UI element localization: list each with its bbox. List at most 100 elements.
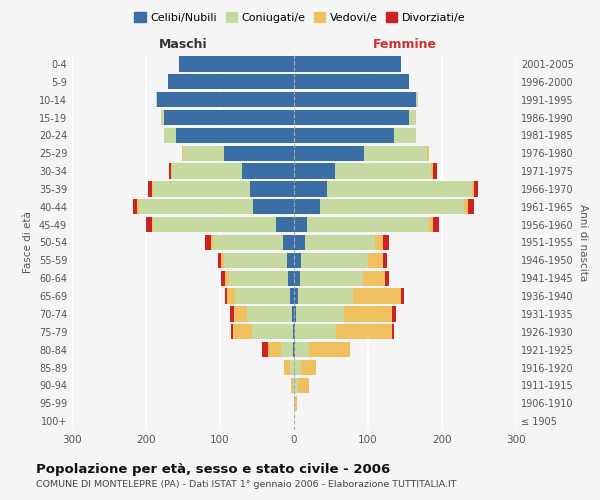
Bar: [307, 217, 430, 232]
Bar: [433, 164, 437, 178]
Bar: [172, 164, 242, 178]
Bar: [224, 253, 287, 268]
Bar: [363, 270, 385, 286]
Bar: [281, 342, 293, 357]
Bar: [385, 270, 389, 286]
Bar: [284, 360, 290, 375]
Bar: [416, 92, 418, 107]
Bar: [392, 306, 396, 322]
Bar: [221, 253, 224, 268]
Bar: [294, 110, 409, 125]
Bar: [294, 182, 328, 196]
Bar: [288, 270, 294, 286]
Bar: [301, 360, 316, 375]
Bar: [231, 324, 233, 340]
Bar: [155, 92, 157, 107]
Bar: [353, 288, 401, 304]
Bar: [464, 199, 468, 214]
Bar: [294, 164, 335, 178]
Bar: [298, 378, 309, 393]
Bar: [294, 306, 296, 322]
Bar: [227, 288, 235, 304]
Bar: [225, 270, 229, 286]
Bar: [294, 342, 295, 357]
Bar: [294, 128, 394, 143]
Bar: [427, 146, 428, 161]
Bar: [148, 182, 152, 196]
Bar: [383, 235, 389, 250]
Legend: Celibi/Nubili, Coniugati/e, Vedovi/e, Divorziati/e: Celibi/Nubili, Coniugati/e, Vedovi/e, Di…: [130, 8, 470, 28]
Bar: [242, 164, 294, 178]
Bar: [368, 253, 383, 268]
Bar: [133, 199, 137, 214]
Bar: [336, 324, 392, 340]
Text: Maschi: Maschi: [158, 38, 208, 52]
Bar: [298, 288, 353, 304]
Bar: [154, 182, 250, 196]
Bar: [383, 253, 386, 268]
Bar: [253, 199, 294, 214]
Bar: [376, 235, 383, 250]
Bar: [294, 396, 295, 411]
Bar: [294, 74, 409, 90]
Bar: [295, 324, 336, 340]
Bar: [235, 288, 290, 304]
Bar: [292, 306, 294, 322]
Bar: [146, 217, 152, 232]
Bar: [182, 146, 183, 161]
Bar: [152, 217, 154, 232]
Bar: [212, 235, 283, 250]
Bar: [247, 306, 292, 322]
Bar: [394, 128, 416, 143]
Bar: [294, 56, 401, 72]
Bar: [168, 74, 294, 90]
Y-axis label: Anni di nascita: Anni di nascita: [578, 204, 587, 281]
Bar: [409, 110, 416, 125]
Bar: [293, 378, 294, 393]
Bar: [225, 288, 227, 304]
Bar: [283, 235, 294, 250]
Bar: [364, 146, 427, 161]
Text: Popolazione per età, sesso e stato civile - 2006: Popolazione per età, sesso e stato civil…: [36, 462, 390, 475]
Bar: [294, 92, 416, 107]
Bar: [252, 324, 293, 340]
Bar: [229, 270, 288, 286]
Bar: [250, 182, 294, 196]
Bar: [230, 306, 234, 322]
Bar: [290, 288, 294, 304]
Bar: [294, 378, 298, 393]
Bar: [300, 270, 363, 286]
Bar: [468, 199, 474, 214]
Bar: [309, 342, 349, 357]
Bar: [154, 217, 275, 232]
Bar: [430, 217, 433, 232]
Bar: [294, 288, 298, 304]
Bar: [211, 235, 212, 250]
Bar: [296, 306, 344, 322]
Bar: [183, 146, 224, 161]
Bar: [291, 378, 293, 393]
Bar: [137, 199, 139, 214]
Bar: [472, 182, 474, 196]
Bar: [295, 342, 309, 357]
Bar: [431, 164, 433, 178]
Bar: [301, 253, 368, 268]
Bar: [171, 164, 172, 178]
Bar: [344, 306, 392, 322]
Bar: [205, 235, 211, 250]
Bar: [161, 110, 164, 125]
Bar: [433, 217, 439, 232]
Bar: [234, 306, 247, 322]
Bar: [392, 324, 394, 340]
Bar: [218, 253, 221, 268]
Bar: [295, 396, 297, 411]
Bar: [294, 360, 301, 375]
Bar: [474, 182, 478, 196]
Bar: [164, 128, 176, 143]
Text: COMUNE DI MONTELEPRE (PA) - Dati ISTAT 1° gennaio 2006 - Elaborazione TUTTITALIA: COMUNE DI MONTELEPRE (PA) - Dati ISTAT 1…: [36, 480, 457, 489]
Y-axis label: Fasce di età: Fasce di età: [23, 212, 33, 274]
Bar: [224, 146, 294, 161]
Bar: [294, 217, 307, 232]
Bar: [157, 92, 294, 107]
Bar: [294, 235, 305, 250]
